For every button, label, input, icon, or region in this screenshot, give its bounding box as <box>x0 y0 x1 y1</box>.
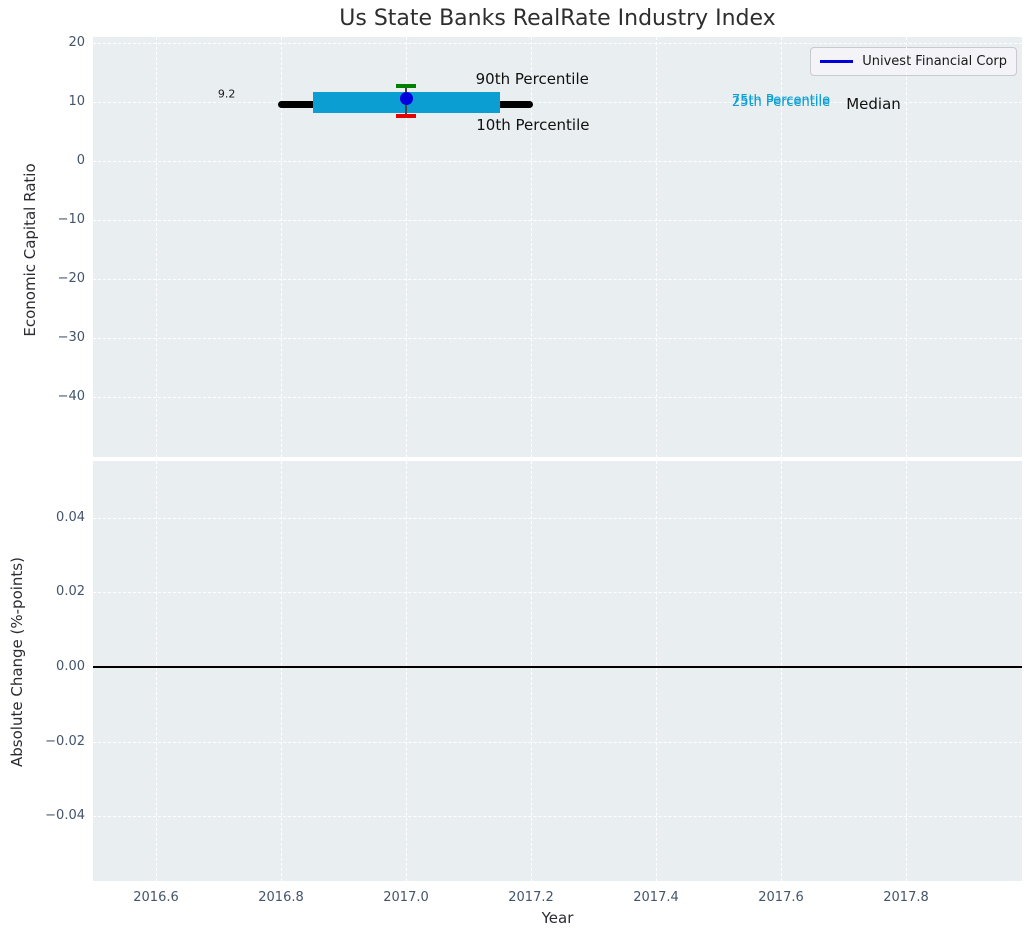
y-gridline <box>93 592 1022 594</box>
x-tick-label: 2017.4 <box>633 890 679 905</box>
bottom-y-axis-label: Absolute Change (%-points) <box>8 557 26 767</box>
y-tick-label: 0 <box>76 153 85 168</box>
company-point <box>399 92 413 106</box>
y-gridline <box>93 397 1022 398</box>
y-tick-label: −10 <box>57 212 85 227</box>
top-axes: Univest Financial Corp 20 10 0 −10 −20 −30 −40… <box>58 35 1022 457</box>
x-gridline <box>781 461 782 881</box>
x-gridline <box>156 461 157 881</box>
median-value-label: 9.2 <box>217 87 236 101</box>
p90-cap <box>396 84 416 88</box>
x-gridline <box>156 37 157 457</box>
y-gridline <box>93 43 1022 45</box>
median-label: Median <box>846 95 901 114</box>
y-gridline <box>93 338 1022 339</box>
x-gridline <box>531 461 532 881</box>
y-tick-label: −0.04 <box>45 808 85 824</box>
p90-label: 90th Percentile <box>475 70 589 88</box>
y-tick-label: 20 <box>68 35 85 51</box>
x-axis-label: Year <box>541 909 574 927</box>
y-tick-label: −20 <box>57 271 85 286</box>
x-tick-label: 2017.2 <box>508 890 554 905</box>
x-gridline <box>906 461 907 881</box>
x-tick-label: 2016.6 <box>133 890 179 905</box>
y-gridline <box>93 161 1022 162</box>
y-gridline <box>93 517 1022 519</box>
legend-label: Univest Financial Corp <box>862 54 1007 69</box>
y-gridline <box>93 279 1022 280</box>
y-tick-label: −30 <box>57 330 85 345</box>
zero-line <box>93 665 1022 668</box>
y-tick-label: −40 <box>57 389 85 404</box>
p10-cap <box>396 114 416 118</box>
x-gridline <box>906 37 907 457</box>
p75-label: 75th Percentile <box>731 93 831 109</box>
x-gridline <box>656 37 657 457</box>
y-tick-label: −0.02 <box>45 733 85 749</box>
x-gridline <box>656 461 657 881</box>
x-tick-label: 2016.8 <box>258 890 304 905</box>
x-tick-label: 2017.8 <box>883 890 929 905</box>
x-gridline <box>406 461 407 881</box>
bottom-axes: 2016.6 2016.8 2017.0 2017.2 2017.4 2017.6 2017… <box>45 461 1022 905</box>
p25-label: 25th Percentile <box>731 95 831 111</box>
y-tick-label: 0.04 <box>56 509 85 525</box>
top-y-axis-label: Economic Capital Ratio <box>21 163 39 337</box>
legend: Univest Financial Corp <box>810 47 1017 76</box>
y-gridline <box>93 816 1022 818</box>
p10-label: 10th Percentile <box>476 115 590 134</box>
y-gridline <box>93 220 1022 221</box>
y-tick-label: 0.02 <box>56 584 85 600</box>
x-gridline <box>531 37 532 457</box>
legend-line-sample <box>820 60 854 63</box>
chart-title: Us State Banks RealRate Industry Index <box>339 6 776 31</box>
x-tick-label: 2017.6 <box>758 890 804 905</box>
y-tick-label: 0.00 <box>56 658 85 674</box>
y-gridline <box>93 741 1022 743</box>
x-tick-label: 2017.0 <box>383 890 429 905</box>
y-tick-label: 10 <box>68 94 85 109</box>
x-gridline <box>281 461 282 881</box>
